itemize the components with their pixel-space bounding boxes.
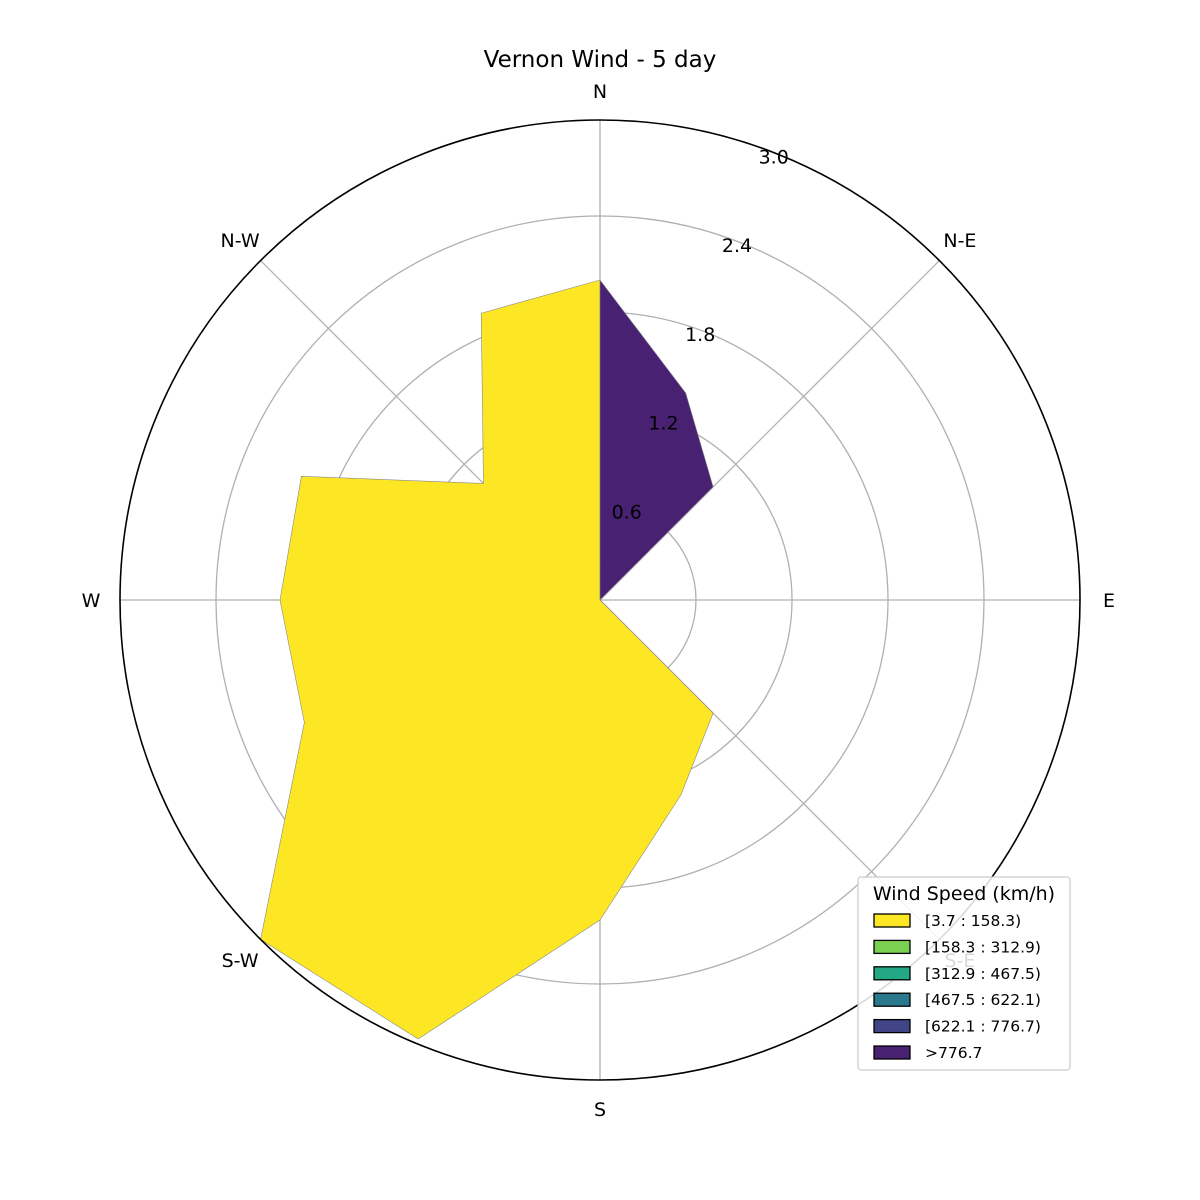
legend-frame bbox=[857, 876, 1071, 1071]
radial-tick-label: 0.6 bbox=[612, 501, 642, 523]
legend-swatch bbox=[873, 966, 911, 981]
direction-label: N-E bbox=[943, 230, 976, 252]
direction-label: W bbox=[82, 590, 101, 612]
legend: Wind Speed (km/h) [3.7 : 158.3) [158.3 : … bbox=[857, 876, 1071, 1071]
chart-title: Vernon Wind - 5 day bbox=[484, 47, 717, 73]
radial-tick-label: 1.2 bbox=[648, 413, 678, 435]
legend-swatch bbox=[873, 992, 911, 1007]
direction-label: S-W bbox=[222, 950, 259, 972]
radial-tick-label: 2.4 bbox=[722, 235, 752, 257]
legend-title: Wind Speed (km/h) bbox=[873, 883, 1055, 905]
direction-label: N-W bbox=[221, 230, 260, 252]
radial-tick-label: 3.0 bbox=[759, 147, 789, 169]
polar-frame bbox=[119, 119, 1081, 1081]
legend-entry-label: [622.1 : 776.7) bbox=[925, 1018, 1041, 1036]
legend-swatch bbox=[873, 913, 911, 928]
radial-tick-label: 1.8 bbox=[685, 324, 715, 346]
direction-label: N bbox=[593, 81, 607, 103]
series-layer bbox=[260, 279, 714, 1040]
legend-swatch bbox=[873, 1018, 911, 1034]
legend-entry-label: [312.9 : 467.5) bbox=[925, 965, 1041, 983]
direction-label: E bbox=[1103, 590, 1115, 612]
legend-swatch bbox=[873, 1045, 911, 1060]
direction-label: S bbox=[594, 1099, 606, 1121]
series-area-1 bbox=[599, 279, 714, 601]
outer-frame bbox=[119, 119, 1081, 1081]
legend-swatch bbox=[873, 939, 911, 955]
legend-entry-label: [467.5 : 622.1) bbox=[925, 991, 1041, 1009]
legend-entry-label: [158.3 : 312.9) bbox=[925, 938, 1041, 956]
legend-entry-label: >776.7 bbox=[925, 1044, 982, 1062]
legend-entry-label: [3.7 : 158.3) bbox=[925, 912, 1021, 930]
